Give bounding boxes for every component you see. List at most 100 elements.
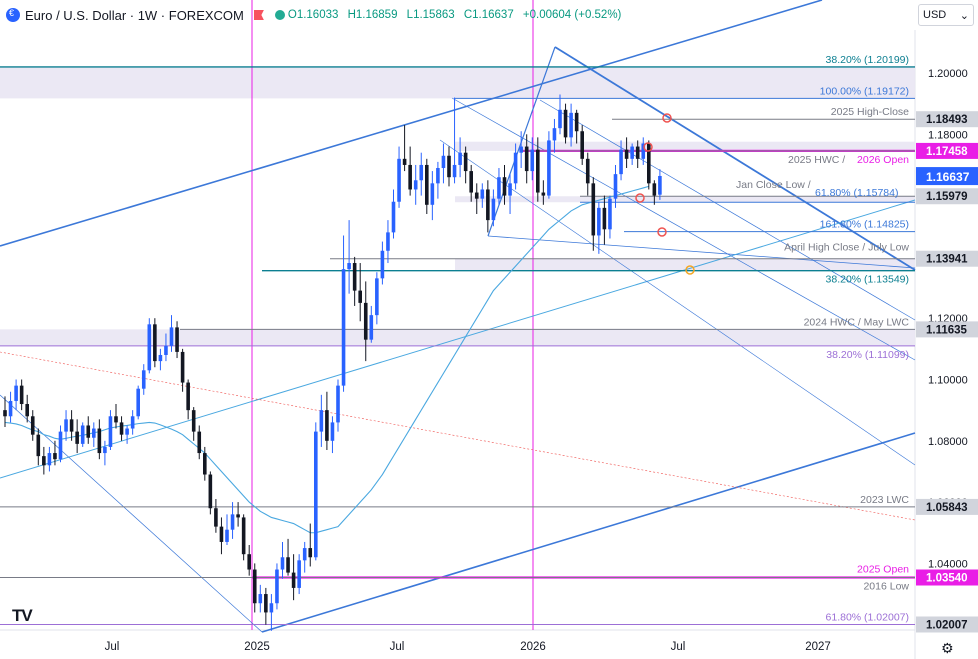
- symbol-title[interactable]: Euro / U.S. Dollar · 1W · FOREXCOM: [25, 7, 244, 23]
- candle-body: [214, 508, 218, 527]
- candle-body: [352, 263, 357, 291]
- candle-body: [469, 171, 473, 193]
- currency-selector[interactable]: USD ⌄: [918, 4, 974, 26]
- gear-icon[interactable]: ⚙: [941, 640, 954, 656]
- level-label: 2026 Open: [857, 154, 909, 166]
- candle-body: [30, 416, 35, 435]
- candle-body: [75, 431, 79, 444]
- price-tag: [916, 498, 978, 515]
- candle-body: [130, 416, 135, 429]
- candle-body: [36, 434, 41, 457]
- candle-body: [519, 146, 523, 153]
- candle-body: [491, 198, 496, 221]
- candle-body: [430, 183, 435, 205]
- candle-body: [208, 474, 213, 509]
- price-tag-label: 1.03540: [926, 572, 968, 584]
- candle-body: [236, 514, 240, 518]
- candle-body: [291, 572, 296, 588]
- candle-body: [441, 155, 446, 169]
- level-label: 38.20% (1.20199): [826, 54, 909, 66]
- candle-body: [186, 382, 190, 411]
- candle-body: [302, 548, 307, 561]
- candle-body: [419, 164, 424, 181]
- candle-body: [141, 370, 146, 389]
- candle-body: [125, 428, 129, 435]
- candle-body: [486, 189, 490, 221]
- trend-line: [487, 235, 916, 269]
- candle-body: [53, 453, 57, 460]
- candle-body: [219, 526, 224, 542]
- candle-body: [42, 456, 46, 466]
- level-marker: [643, 142, 653, 152]
- trend-line: [0, 351, 916, 521]
- candle-body: [574, 112, 579, 132]
- trend-line: [539, 99, 916, 321]
- price-tag: [916, 111, 978, 128]
- flag-icon[interactable]: [253, 10, 264, 20]
- candle-body: [197, 431, 202, 454]
- ohlc-readout: O1.16033 H1.16859 L1.15863 C1.16637 +0.0…: [288, 9, 628, 21]
- candle-body: [225, 529, 229, 542]
- candle-body: [585, 158, 590, 184]
- candle-body: [497, 177, 501, 199]
- level-zone: [455, 196, 915, 203]
- candle-body: [635, 146, 640, 159]
- level-label: 100.00% (1.19172): [820, 85, 909, 97]
- x-tick-label: 2025: [244, 641, 270, 653]
- candle-body: [280, 557, 285, 570]
- candle-body: [513, 152, 518, 184]
- price-tag: [916, 569, 978, 586]
- candle-body: [180, 351, 185, 383]
- x-tick-label: Jul: [671, 641, 686, 653]
- level-label: 2023 LWC: [860, 494, 909, 506]
- candle-body: [452, 164, 457, 178]
- candle-body: [536, 149, 540, 193]
- euro-coin-icon: [6, 8, 20, 22]
- candle-body: [386, 232, 390, 251]
- market-status-icon: [274, 10, 285, 20]
- candle-body: [64, 419, 68, 432]
- candle-body: [330, 422, 335, 441]
- level-label: 2025 Open: [857, 563, 909, 575]
- candle-body: [58, 431, 63, 460]
- level-label: 2025 HWC /: [788, 154, 845, 166]
- last-price-tag: [916, 167, 978, 186]
- level-label: 161.80% (1.14825): [820, 219, 909, 231]
- level-zone: [455, 141, 915, 151]
- level-zone: [455, 258, 915, 271]
- candle-body: [458, 152, 462, 165]
- moving-average-line: [4, 185, 649, 534]
- level-label: 61.80% (1.02007): [826, 611, 909, 623]
- candle-body: [369, 315, 374, 340]
- candle-body: [425, 164, 429, 205]
- last-price-label: 1.16637: [926, 170, 970, 184]
- candle-body: [591, 183, 596, 236]
- candle-body: [286, 557, 290, 573]
- price-tag: [916, 250, 978, 267]
- candle-body: [69, 419, 74, 432]
- candle-body: [380, 250, 385, 279]
- price-tag-label: 1.11635: [926, 324, 968, 336]
- candle-body: [297, 560, 301, 588]
- candle-body: [14, 385, 18, 401]
- candle-body: [241, 517, 246, 555]
- candle-body: [108, 416, 113, 447]
- candle-body: [463, 152, 468, 172]
- candle-body: [480, 189, 485, 199]
- candle-body: [580, 131, 584, 159]
- level-label: Jan Close Low /: [736, 179, 811, 191]
- candle-body: [8, 400, 13, 417]
- candle-body: [19, 385, 24, 405]
- candle-body: [402, 158, 407, 165]
- candle-body: [563, 109, 568, 138]
- level-label: 61.80% (1.15784): [815, 187, 898, 199]
- candle-body: [80, 425, 85, 444]
- price-tag-label: 1.13941: [926, 254, 968, 266]
- candle-body: [552, 128, 557, 141]
- candle-body: [258, 594, 263, 604]
- trend-line: [439, 139, 916, 466]
- candle-body: [319, 410, 324, 432]
- candle-body: [97, 428, 102, 454]
